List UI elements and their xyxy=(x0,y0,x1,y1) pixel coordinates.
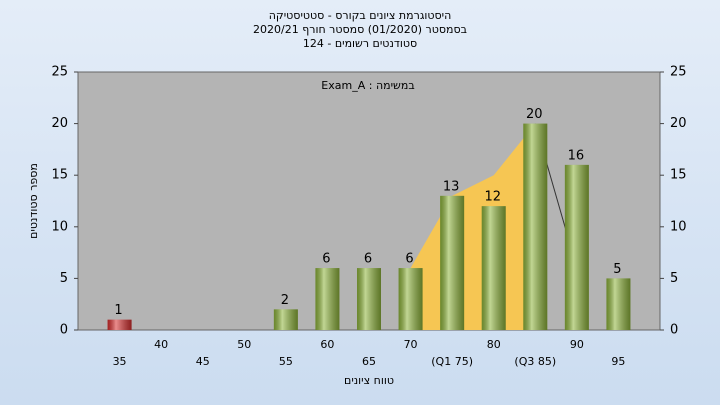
y-tick-label: 20 xyxy=(51,116,68,131)
bar-gloss xyxy=(606,278,631,330)
bar-gloss xyxy=(398,268,423,330)
x-tick-label: 60 xyxy=(320,338,334,351)
x-tick-label: 70 xyxy=(404,338,418,351)
y-axis-label: מספר סטודנטים xyxy=(27,163,40,239)
value-label: 5 xyxy=(613,262,621,277)
x-tick-label: 90 xyxy=(570,338,584,351)
chart-title: היסטוגרמת ציונים בקורס - סטטיסטיקה xyxy=(269,9,452,22)
bar-gloss xyxy=(523,123,548,330)
value-label: 6 xyxy=(322,252,330,267)
value-label: 20 xyxy=(526,107,543,122)
bar-gloss xyxy=(107,319,132,330)
y2-tick-label: 20 xyxy=(670,116,687,131)
y-tick-label: 5 xyxy=(60,271,68,286)
chart-subtitle: בסמסטר (01/2020) סמסטר חורף 2020/21 xyxy=(253,23,467,36)
value-label: 2 xyxy=(281,293,289,308)
x-tick-label: 50 xyxy=(237,338,251,351)
y2-tick-label: 15 xyxy=(670,168,687,183)
x-tick-label: 35 xyxy=(113,355,127,368)
x-tick-label: 80 xyxy=(487,338,501,351)
x-tick-label: 45 xyxy=(196,355,210,368)
bar-gloss xyxy=(564,164,589,330)
bar-gloss xyxy=(440,195,465,330)
annotation: Exam_A : במשימה xyxy=(321,79,414,92)
bar-gloss xyxy=(357,268,381,330)
y2-tick-label: 10 xyxy=(670,219,687,234)
value-label: 13 xyxy=(443,179,460,194)
x-tick-label: 40 xyxy=(154,338,168,351)
value-label: 16 xyxy=(568,148,585,163)
x-tick-label: 55 xyxy=(279,355,293,368)
bar-gloss xyxy=(273,309,298,330)
y-tick-label: 25 xyxy=(51,65,68,80)
x-tick-label: (Q1 75) xyxy=(431,355,473,368)
value-label: 6 xyxy=(405,252,413,267)
y-tick-label: 0 xyxy=(60,323,68,338)
y2-tick-label: 5 xyxy=(670,271,678,286)
value-label: 1 xyxy=(114,303,122,318)
y2-tick-label: 25 xyxy=(670,65,687,80)
y2-tick-label: 0 xyxy=(670,323,678,338)
chart-subtitle: סטודנטים רשומים - 124 xyxy=(303,37,417,50)
y-tick-label: 15 xyxy=(51,168,68,183)
x-tick-label: (Q3 85) xyxy=(514,355,556,368)
bar-gloss xyxy=(481,206,506,330)
x-tick-label: 95 xyxy=(611,355,625,368)
y-tick-label: 10 xyxy=(51,219,68,234)
x-axis-label: טווח ציונים xyxy=(344,374,394,387)
x-tick-label: 65 xyxy=(362,355,376,368)
bar-gloss xyxy=(315,268,340,330)
value-label: 6 xyxy=(364,252,372,267)
value-label: 12 xyxy=(484,190,501,205)
